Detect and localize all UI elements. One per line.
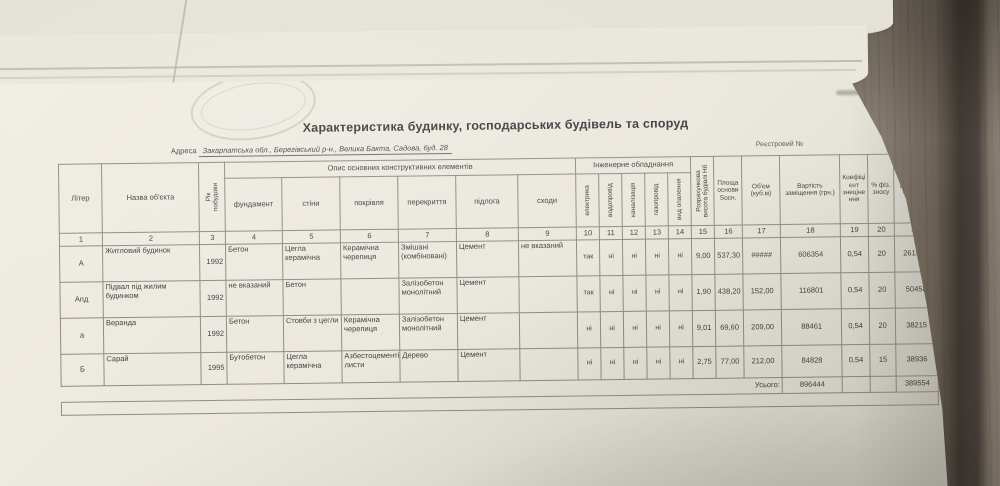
- document-title: Характеристика будинку, господарських бу…: [302, 116, 689, 135]
- col-header-wear-percent: % фіз. зносу: [868, 154, 895, 223]
- col-header-build-year: Рік побудови: [198, 162, 225, 231]
- col-header-electricity: електрика: [576, 174, 600, 227]
- table-wrapper: Літер Назва об'єкта Рік побудови Опис ос…: [58, 153, 939, 416]
- col-header-heating-type: вид опалення: [668, 173, 692, 226]
- col-header-floor: підлога: [456, 175, 519, 229]
- col-header-depreciation-coeff: Коефіцієнт знецінення: [840, 154, 869, 223]
- col-header-walls: стіни: [282, 177, 341, 231]
- col-header-volume: Об'єм (куб.м): [742, 156, 781, 225]
- registry-number-label: Реєстровий №: [755, 140, 804, 149]
- col-header-liter: Літер: [58, 164, 102, 234]
- col-header-roof: покрівля: [340, 176, 399, 230]
- document-page: Характеристика будинку, господарських бу…: [0, 73, 948, 486]
- characteristics-table: Літер Назва об'єкта Рік побудови Опис ос…: [58, 153, 939, 416]
- col-header-base-area: Площа основи Sосн.: [714, 156, 743, 225]
- col-header-calc-height: Розрахункова висота будівлі Нб: [691, 156, 715, 225]
- address-line: Адреса Закарпатська обл., Берегівський р…: [171, 143, 452, 155]
- totals-replacement-value: 896444: [782, 377, 842, 394]
- col-header-water-supply: водопровід: [599, 173, 623, 226]
- col-header-stairs: сходи: [518, 174, 577, 228]
- col-header-sewerage: каналізація: [622, 173, 646, 226]
- col-header-object-name: Назва об'єкта: [101, 163, 199, 233]
- col-header-floors-structure: перекриття: [398, 175, 457, 229]
- address-label: Адреса: [170, 146, 197, 156]
- col-header-replacement-cost: Вартість заміщення (грн.): [780, 155, 841, 225]
- col-header-foundation: фундамент: [225, 178, 283, 232]
- totals-inventory-value: 389554: [896, 376, 938, 393]
- address-value: Закарпатська обл., Берегівський р-н., Ве…: [199, 143, 452, 157]
- group-header-engineering: Інженерне обладнання: [576, 157, 691, 174]
- col-header-gas-supply: газопровід: [645, 173, 669, 226]
